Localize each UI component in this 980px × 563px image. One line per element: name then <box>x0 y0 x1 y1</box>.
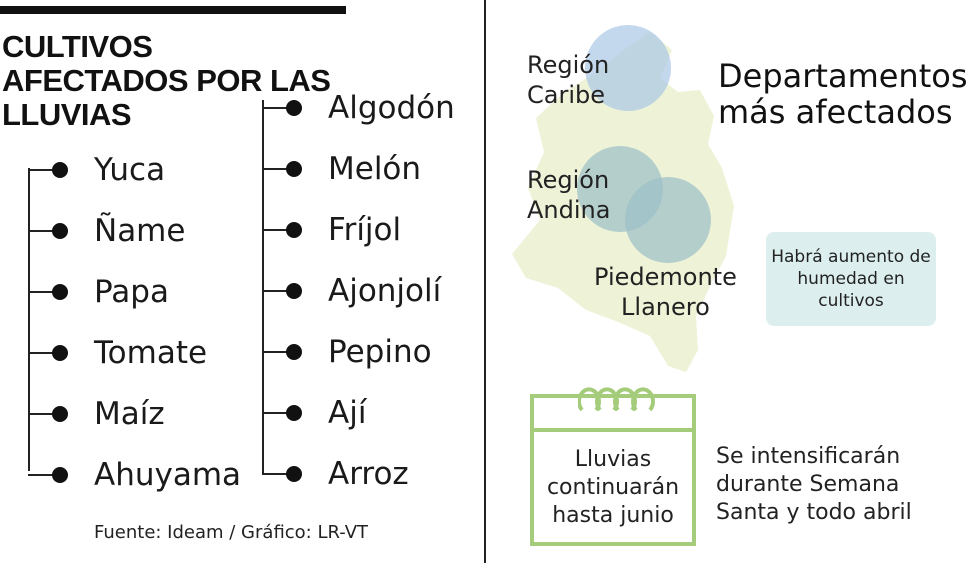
region-label-andina: Región Andina <box>527 166 611 224</box>
region-circle-caribe <box>585 25 671 111</box>
bullet-icon <box>286 161 302 177</box>
calendar-icon: Lluvias continuarán hasta junio <box>530 387 696 546</box>
bullet-icon <box>52 223 68 239</box>
intensify-note: Se intensificarán durante Semana Santa y… <box>716 444 912 525</box>
page-title: CULTIVOS AFECTADOS POR LAS LLUVIAS <box>2 29 331 132</box>
calendar-rings-icon <box>578 387 655 412</box>
column-divider <box>484 0 486 563</box>
bullet-icon <box>286 283 302 299</box>
bullet-icon <box>52 162 68 178</box>
bullet-icon <box>286 405 302 421</box>
bullet-icon <box>286 222 302 238</box>
crops-left-bracket <box>28 168 30 471</box>
bullet-icon <box>52 467 68 483</box>
region-circle-piedemonte <box>625 177 711 263</box>
departments-heading: Departamentos más afectados <box>718 57 968 131</box>
region-label-caribe: Región Caribe <box>527 51 610 109</box>
region-label-piedemonte: Piedemonte Llanero <box>594 263 737 321</box>
colombia-map <box>500 20 740 380</box>
humidity-note: Habrá aumento de humedad en cultivos <box>766 232 936 326</box>
bullet-icon <box>286 344 302 360</box>
calendar-text: Lluvias continuarán hasta junio <box>546 447 680 528</box>
bullet-icon <box>52 406 68 422</box>
calendar-frame <box>530 394 696 546</box>
map-graphic <box>512 25 734 372</box>
bullet-icon <box>52 345 68 361</box>
crops-right-bracket <box>262 100 264 473</box>
bullet-icon <box>286 100 302 116</box>
top-rule <box>0 6 346 14</box>
calendar-header-line <box>534 428 692 432</box>
bullet-icon <box>52 284 68 300</box>
source-credit: Fuente: Ideam / Gráfico: LR-VT <box>94 522 369 543</box>
bullet-icon <box>286 466 302 482</box>
